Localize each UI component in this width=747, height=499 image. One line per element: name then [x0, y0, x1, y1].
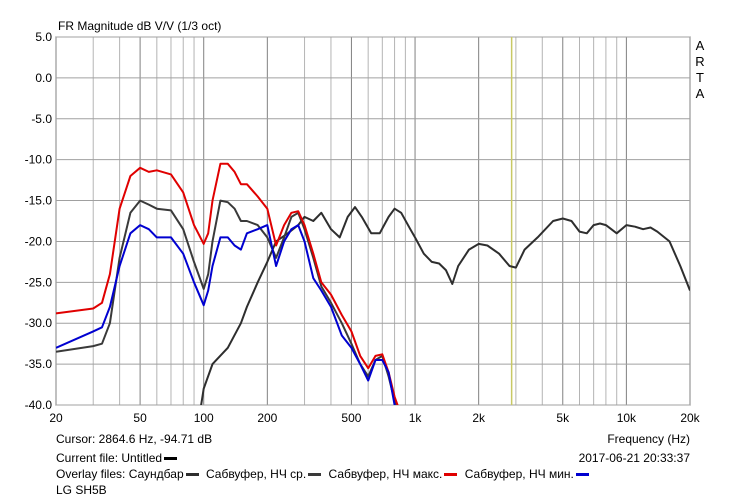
legend-swatch: [185, 473, 199, 477]
x-tick-label: 500: [341, 411, 361, 425]
y-tick-label: -10.0: [25, 153, 53, 167]
note: LG SH5B: [56, 483, 107, 497]
x-tick-label: 20: [49, 411, 63, 425]
current-file: Current file: Untitled: [56, 451, 181, 465]
legend-swatch: [164, 457, 178, 461]
x-tick-label: 50: [133, 411, 147, 425]
cursor-readout: Cursor: 2864.6 Hz, -94.71 dB: [56, 432, 213, 446]
plot-area: [55, 36, 691, 406]
x-tick-label: 2k: [472, 411, 486, 425]
x-tick-label: 10k: [617, 411, 637, 425]
legend-label: Сабвуфер, НЧ мин.: [464, 467, 574, 481]
x-tick-label: 200: [257, 411, 277, 425]
x-tick-label: 1k: [409, 411, 423, 425]
y-tick-label: -20.0: [25, 234, 53, 248]
legend-label: Сабвуфер, НЧ макс.: [328, 467, 443, 481]
chart-title: FR Magnitude dB V/V (1/3 oct): [58, 19, 222, 33]
legend-swatch: [444, 473, 458, 477]
y-tick-label: 0.0: [35, 71, 52, 85]
legend: Overlay files: Саундбар Сабвуфер, НЧ ср.…: [56, 467, 593, 481]
timestamp: 2017-06-21 20:33:37: [578, 451, 690, 465]
watermark: ARTA: [695, 38, 705, 101]
series-line: [56, 224, 397, 405]
y-tick-label: -5.0: [31, 112, 52, 126]
y-tick-label: -35.0: [25, 357, 53, 371]
x-tick-label: 20k: [680, 411, 700, 425]
x-axis-label: Frequency (Hz): [607, 432, 690, 446]
y-tick-label: -30.0: [25, 316, 53, 330]
x-tick-label: 100: [194, 411, 214, 425]
x-tick-label: 5k: [556, 411, 570, 425]
y-tick-label: 5.0: [35, 30, 52, 44]
legend-swatch: [575, 473, 589, 477]
legend-swatch: [308, 473, 322, 477]
y-tick-label: -40.0: [25, 398, 53, 412]
legend-label: Саундбар: [128, 467, 184, 481]
y-tick-label: -25.0: [25, 275, 53, 289]
current-file-label: Current file:: [56, 451, 119, 465]
legend-label: Сабвуфер, НЧ ср.: [205, 467, 307, 481]
current-file-name: Untitled: [121, 451, 163, 465]
y-tick-label: -15.0: [25, 194, 53, 208]
overlay-label: Overlay files:: [56, 467, 126, 481]
series-line: [56, 162, 399, 405]
